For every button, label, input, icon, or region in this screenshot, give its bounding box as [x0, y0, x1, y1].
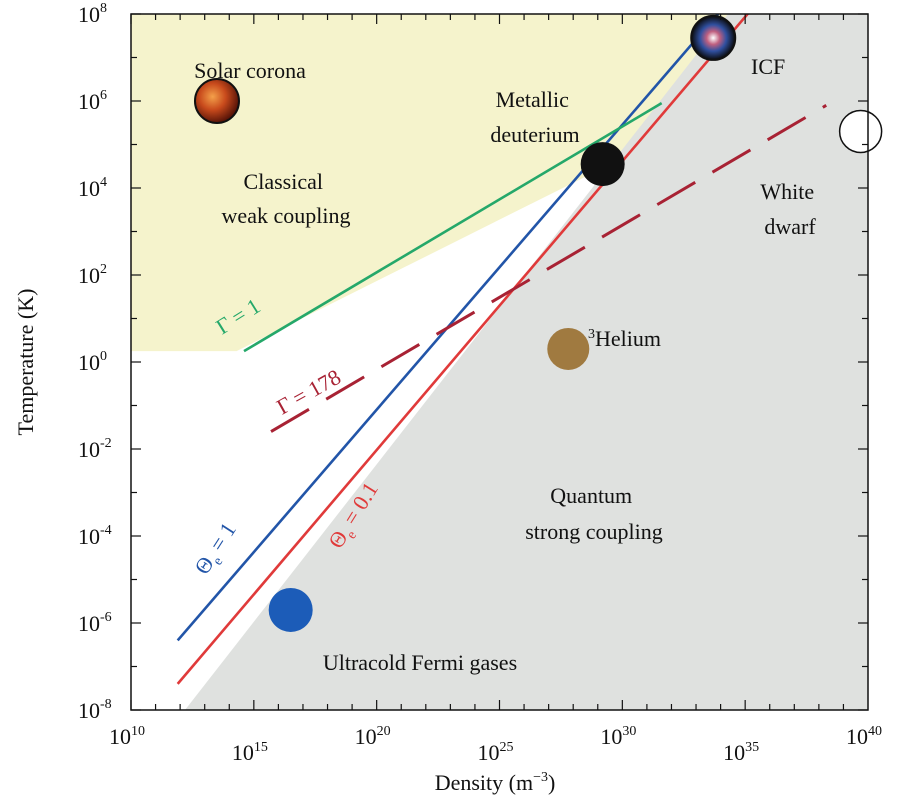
- y-tick-label: 102: [78, 262, 107, 288]
- gamma-1-line: [243, 102, 663, 353]
- white-dwarf-marker: [838, 109, 883, 154]
- helium-3-label: 3Helium: [588, 326, 661, 351]
- x-tick-label: 1025: [478, 740, 514, 765]
- y-tick-label: 10-8: [78, 697, 112, 723]
- quantum-strong-coupling-label: Quantum strong coupling: [525, 483, 663, 544]
- classical-weak-coupling-region: [131, 14, 728, 352]
- y-tick-label: 10-2: [78, 436, 112, 462]
- y-tick-label: 10-4: [78, 523, 112, 549]
- y-tick-label: 104: [78, 175, 107, 201]
- x-tick-label: 1030: [600, 724, 636, 749]
- classical-weak-coupling-label: Classical weak coupling: [222, 169, 351, 228]
- y-tick-label: 108: [78, 1, 107, 27]
- metallic-deuterium-marker: [580, 142, 625, 187]
- x-tick-label: 1010: [109, 724, 145, 749]
- white-dwarf-label: White dwarf: [760, 179, 819, 239]
- metallic-deuterium-label: Metallic deuterium: [490, 87, 579, 147]
- x-axis-title: Density (m−3): [435, 770, 556, 795]
- ultracold-fermi-gases-label: Ultracold Fermi gases: [323, 650, 517, 675]
- y-tick-label: 10-6: [78, 610, 112, 636]
- solar-corona-label: Solar corona: [194, 58, 306, 83]
- theta-e-1-line: [176, 14, 720, 642]
- x-tick-label: 1015: [232, 740, 268, 765]
- theta-e-0.1-line: [176, 14, 750, 685]
- x-tick-label: 1020: [355, 724, 391, 749]
- y-axis-title: Temperature (K): [13, 289, 38, 436]
- icf-marker: [690, 14, 737, 61]
- gamma-178-line: [270, 104, 827, 433]
- ultracold-fermi-gases-marker: [268, 587, 313, 632]
- quantum-strong-coupling-region: [185, 14, 868, 710]
- y-tick-label: 100: [78, 349, 107, 375]
- x-tick-label: 1035: [723, 740, 759, 765]
- icf-label: ICF: [751, 54, 785, 79]
- helium-3-marker: [547, 327, 590, 370]
- x-tick-label: 1040: [846, 724, 882, 749]
- solar-corona-marker: [193, 78, 240, 124]
- y-tick-label: 106: [78, 88, 107, 114]
